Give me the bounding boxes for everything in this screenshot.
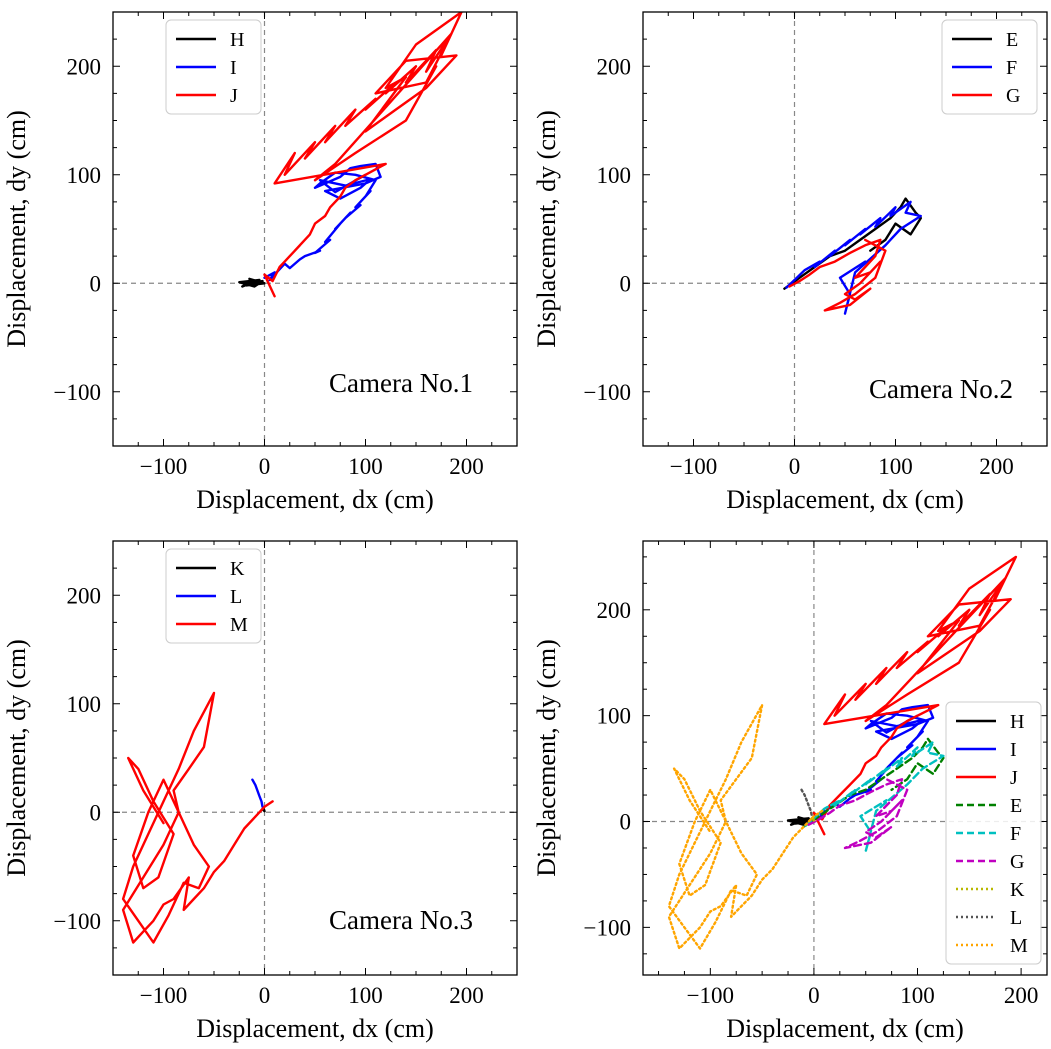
x-tick-label: −100 (140, 454, 187, 479)
series-J (812, 555, 1018, 836)
y-tick-label: 0 (620, 810, 632, 835)
x-tick-label: 100 (348, 454, 383, 479)
x-axis-label: Displacement, dx (cm) (726, 1014, 964, 1043)
y-tick-label: −100 (54, 909, 101, 934)
legend-label-J: J (230, 85, 238, 107)
series-L (800, 788, 814, 818)
legend-label-H: H (1010, 711, 1024, 733)
legend-label-E: E (1006, 29, 1018, 51)
x-tick-label: 200 (449, 454, 484, 479)
y-tick-label: 0 (90, 800, 102, 825)
x-tick-label: 200 (1004, 983, 1039, 1008)
y-tick-label: 100 (597, 163, 632, 188)
y-tick-label: −100 (584, 915, 631, 940)
series-L (251, 778, 264, 808)
x-axis-label: Displacement, dx (cm) (196, 1014, 434, 1043)
series-I (263, 162, 382, 282)
legend-label-F: F (1010, 823, 1021, 845)
series-I (812, 703, 935, 820)
plot-area (121, 691, 274, 944)
y-tick-label: 100 (67, 163, 102, 188)
plot-area (238, 12, 463, 298)
legend-label-K: K (230, 558, 245, 580)
x-tick-label: 0 (789, 454, 801, 479)
y-axis-label: Displacement, dy (cm) (532, 110, 561, 348)
x-tick-label: 100 (878, 454, 913, 479)
series-F (804, 740, 945, 853)
y-axis-label: Displacement, dy (cm) (2, 110, 31, 348)
x-tick-label: 0 (259, 454, 271, 479)
x-axis-label: Displacement, dx (cm) (726, 485, 964, 514)
x-tick-label: −100 (140, 983, 187, 1008)
legend-label-J: J (1010, 767, 1018, 789)
plot-area (783, 197, 922, 315)
legend-label-G: G (1006, 85, 1020, 107)
camera-label: Camera No.1 (329, 368, 473, 398)
panel-3: −100 0 100 200 −100 0 100 200 Displacement, dx (… (2, 540, 518, 1043)
legend-label-E: E (1010, 795, 1022, 817)
x-tick-label: 0 (259, 983, 271, 1008)
panel-2: −100 0 100 200 −100 0 100 200 Displacement, dx (… (532, 11, 1048, 514)
series-G (807, 778, 909, 850)
plot-frame (642, 540, 1048, 976)
panel-1: −100 0 100 200 −100 0 100 200 Displacement, dx (… (2, 11, 518, 514)
series-G (788, 238, 887, 312)
y-tick-label: −100 (584, 380, 631, 405)
legend: KLM (165, 548, 262, 644)
y-tick-label: 200 (597, 598, 632, 623)
x-tick-label: 0 (808, 983, 820, 1008)
y-tick-label: 200 (67, 54, 102, 79)
x-tick-label: 100 (348, 983, 383, 1008)
series-M (121, 691, 274, 944)
y-tick-label: 100 (67, 692, 102, 717)
series-E (802, 737, 945, 828)
series-M (667, 703, 824, 950)
series-H (238, 277, 266, 288)
x-tick-label: −100 (670, 454, 717, 479)
x-tick-label: −100 (687, 983, 734, 1008)
legend-label-F: F (1006, 57, 1017, 79)
camera-label: Camera No.3 (329, 905, 473, 935)
y-tick-label: 100 (597, 704, 632, 729)
y-axis-label: Displacement, dy (cm) (2, 639, 31, 877)
legend-label-M: M (1010, 935, 1028, 957)
legend: HIJ (165, 19, 262, 115)
y-tick-label: 0 (620, 271, 632, 296)
panel-4: −100 0 100 200 −100 0 100 200 Displacement, dx (… (532, 540, 1048, 1043)
legend-label-H: H (230, 29, 244, 51)
legend: EFG (941, 19, 1038, 115)
plot-area (667, 555, 1018, 950)
legend-label-M: M (230, 614, 248, 636)
legend-label-L: L (230, 586, 242, 608)
camera-label: Camera No.2 (869, 374, 1013, 404)
series-E (783, 197, 922, 290)
legend-label-I: I (230, 57, 237, 79)
series-F (785, 200, 922, 315)
y-axis-label: Displacement, dy (cm) (532, 639, 561, 877)
y-tick-label: 200 (597, 54, 632, 79)
x-tick-label: 200 (979, 454, 1014, 479)
y-tick-label: −100 (54, 380, 101, 405)
legend-label-L: L (1010, 907, 1022, 929)
legend-label-K: K (1010, 879, 1025, 901)
y-tick-label: 200 (67, 583, 102, 608)
legend-label-G: G (1010, 851, 1024, 873)
y-tick-label: 0 (90, 271, 102, 296)
x-tick-label: 200 (449, 983, 484, 1008)
x-tick-label: 100 (900, 983, 935, 1008)
x-axis-label: Displacement, dx (cm) (196, 485, 434, 514)
series-J (263, 12, 463, 298)
legend-label-I: I (1010, 739, 1017, 761)
